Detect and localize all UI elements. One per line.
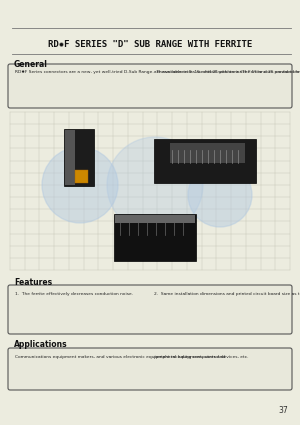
- Circle shape: [188, 163, 252, 227]
- Text: 37: 37: [278, 406, 288, 415]
- Text: peripheral equipment, control devices, etc.: peripheral equipment, control devices, e…: [154, 355, 248, 359]
- Circle shape: [42, 147, 118, 223]
- FancyBboxPatch shape: [154, 139, 256, 183]
- FancyBboxPatch shape: [64, 129, 94, 186]
- FancyBboxPatch shape: [114, 214, 196, 261]
- FancyBboxPatch shape: [8, 348, 292, 390]
- Text: RD✹F Series connectors are a new, yet well-tried D-Sub Range.  These connectors : RD✹F Series connectors are a new, yet we…: [15, 70, 300, 74]
- Text: 2.  Same installation dimensions and printed circuit board size as the conventio: 2. Same installation dimensions and prin…: [154, 292, 300, 296]
- FancyBboxPatch shape: [8, 64, 292, 108]
- Text: RD✹F SERIES "D" SUB RANGE WITH FERRITE: RD✹F SERIES "D" SUB RANGE WITH FERRITE: [48, 40, 252, 49]
- Text: Applications: Applications: [14, 340, 68, 349]
- FancyBboxPatch shape: [8, 285, 292, 334]
- FancyBboxPatch shape: [74, 170, 88, 182]
- Text: 1.  The ferrite effectively decreases conduction noise.: 1. The ferrite effectively decreases con…: [15, 292, 133, 296]
- Text: Communications equipment makers, and various electronic equipment including comp: Communications equipment makers, and var…: [15, 355, 226, 359]
- Circle shape: [107, 137, 203, 233]
- Text: are available in 9, 15, and 25 positions (The 15 and 25 contact versions is only: are available in 9, 15, and 25 positions…: [154, 70, 300, 74]
- FancyBboxPatch shape: [115, 215, 195, 223]
- Text: Features: Features: [14, 278, 52, 287]
- Text: General: General: [14, 60, 48, 69]
- FancyBboxPatch shape: [65, 130, 75, 185]
- FancyBboxPatch shape: [170, 143, 245, 163]
